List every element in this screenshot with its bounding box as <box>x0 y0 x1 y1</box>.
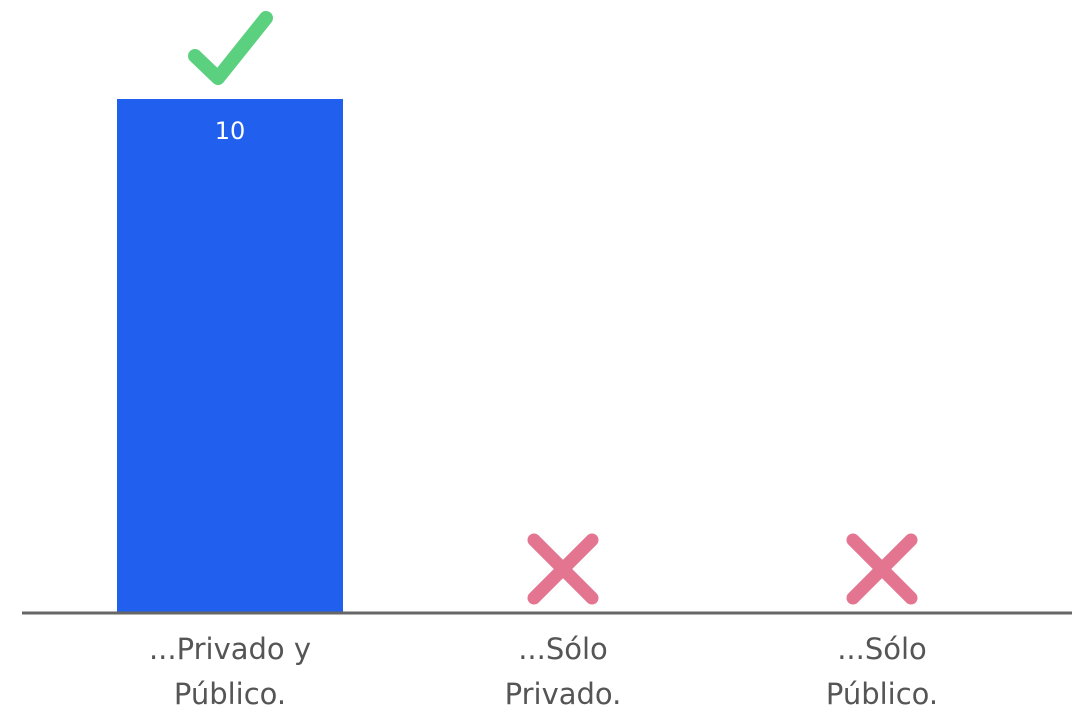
category-labels-group: ...Privado y Público....Sólo Privado....Só… <box>149 632 938 711</box>
category-label-line: Privado. <box>505 677 622 711</box>
cross-icon <box>527 533 599 605</box>
category-label-line: Público. <box>174 677 286 711</box>
category-label-line: ...Privado y <box>149 632 311 666</box>
data-label-1: 10 <box>215 117 246 145</box>
markers-group <box>188 11 918 605</box>
category-label-line: ...Sólo <box>837 632 927 666</box>
bar-1 <box>117 99 343 613</box>
category-label-line: ...Sólo <box>518 632 608 666</box>
check-icon <box>188 11 273 85</box>
bars-group <box>117 99 343 613</box>
category-label-1: ...Privado y Público. <box>149 632 311 711</box>
data-labels-group: 10 <box>215 117 246 145</box>
category-label-3: ...Sólo Público. <box>826 632 938 711</box>
category-label-2: ...Sólo Privado. <box>505 632 622 711</box>
cross-icon <box>846 533 918 605</box>
category-label-line: Público. <box>826 677 938 711</box>
